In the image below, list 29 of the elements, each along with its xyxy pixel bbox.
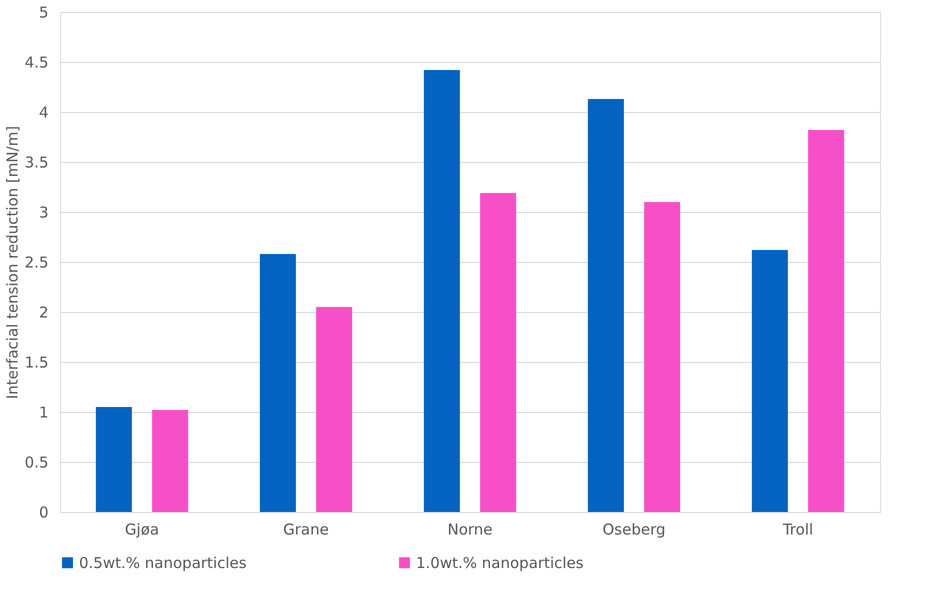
bar <box>752 250 788 512</box>
bar <box>316 307 352 512</box>
x-tick-label: Oseberg <box>602 520 666 538</box>
x-tick-label: Gjøa <box>124 520 160 538</box>
y-tick-label: 0.5 <box>24 454 48 472</box>
y-tick-label: 4 <box>38 104 48 122</box>
y-tick-label: 3.5 <box>24 154 48 172</box>
y-axis-title: Interfacial tension reduction [mN/m] <box>4 126 22 400</box>
bar <box>424 70 460 512</box>
y-tick-label: 4.5 <box>24 54 48 72</box>
legend-label: 1.0wt.% nanoparticles <box>416 554 584 572</box>
y-tick-label: 3 <box>38 204 48 222</box>
y-tick-label: 5 <box>38 4 48 22</box>
bar <box>152 410 188 512</box>
x-tick-label: Grane <box>283 520 329 538</box>
x-tick-label: Norne <box>447 520 493 538</box>
y-tick-label: 1.5 <box>24 354 48 372</box>
y-tick-label: 2 <box>38 304 48 322</box>
legend-label: 0.5wt.% nanoparticles <box>79 554 247 572</box>
x-tick-label: Troll <box>782 520 814 538</box>
y-tick-label: 2.5 <box>24 254 48 272</box>
bar <box>260 254 296 512</box>
y-tick-label: 1 <box>38 404 48 422</box>
y-tick-label: 0 <box>38 504 48 522</box>
bar <box>96 407 132 512</box>
bar <box>808 130 844 512</box>
bar <box>644 202 680 512</box>
bar <box>588 99 624 512</box>
bar <box>480 193 516 512</box>
